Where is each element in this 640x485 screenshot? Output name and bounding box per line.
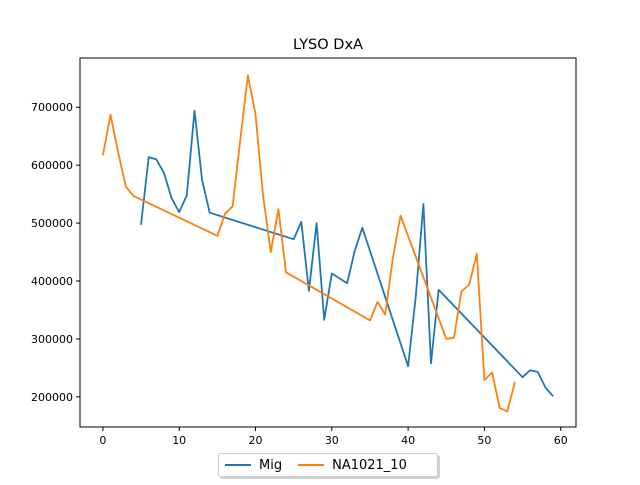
series-line-na1021-10 [102, 74, 516, 413]
series-line-mig [140, 109, 554, 397]
y-tick-label: 500000 [31, 217, 73, 230]
y-tick-label: 400000 [31, 275, 73, 288]
chart-legend: Mig NA1021_10 [218, 453, 438, 477]
axes-layer: 0 10 20 30 40 50 60 200000 300000 400000 500000 600… [31, 57, 577, 447]
legend-entry-mig[interactable]: Mig [225, 458, 282, 473]
x-tick-label: 10 [172, 434, 186, 447]
x-tick-label: 20 [249, 434, 263, 447]
legend-swatch-mig [225, 464, 251, 466]
x-tick-label: 40 [401, 434, 415, 447]
x-tick-label: 0 [99, 434, 106, 447]
legend-swatch-na1021-10 [298, 464, 325, 466]
y-tick-label: 600000 [31, 159, 73, 172]
plot-frame [79, 57, 577, 428]
x-tick-label: 60 [554, 434, 568, 447]
legend-label-na1021-10: NA1021_10 [332, 457, 407, 473]
legend-label-mig: Mig [259, 457, 283, 473]
x-tick-label: 30 [325, 434, 339, 447]
y-tick-label: 700000 [31, 101, 73, 114]
y-tick-label: 300000 [31, 333, 73, 346]
y-tick-label: 200000 [31, 391, 73, 404]
series-layer [102, 74, 554, 413]
x-tick-label: 50 [477, 434, 491, 447]
chart-title: LYSO DxA [293, 37, 363, 53]
legend-entry-na1021-10[interactable]: NA1021_10 [298, 458, 407, 473]
